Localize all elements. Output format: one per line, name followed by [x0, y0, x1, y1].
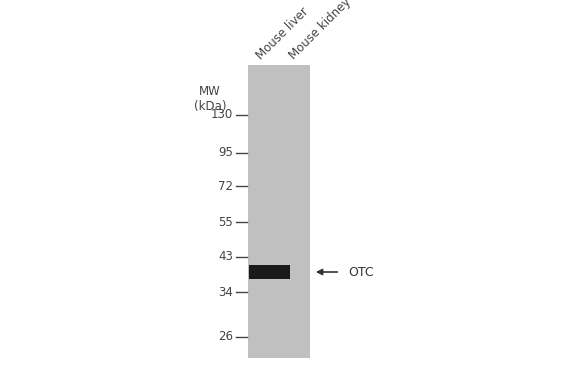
Bar	[249, 265, 290, 279]
Text: 34: 34	[218, 285, 233, 299]
Text: Mouse liver: Mouse liver	[254, 5, 311, 62]
Text: 43: 43	[218, 251, 233, 263]
Text: 55: 55	[218, 215, 233, 228]
Text: 26: 26	[218, 330, 233, 344]
Text: MW
(kDa): MW (kDa)	[194, 85, 226, 113]
Text: 72: 72	[218, 180, 233, 192]
Text: Mouse kidney: Mouse kidney	[287, 0, 353, 62]
Text: 130: 130	[211, 108, 233, 121]
Bar	[248, 65, 310, 358]
Text: OTC: OTC	[348, 265, 374, 279]
Text: 95: 95	[218, 147, 233, 160]
